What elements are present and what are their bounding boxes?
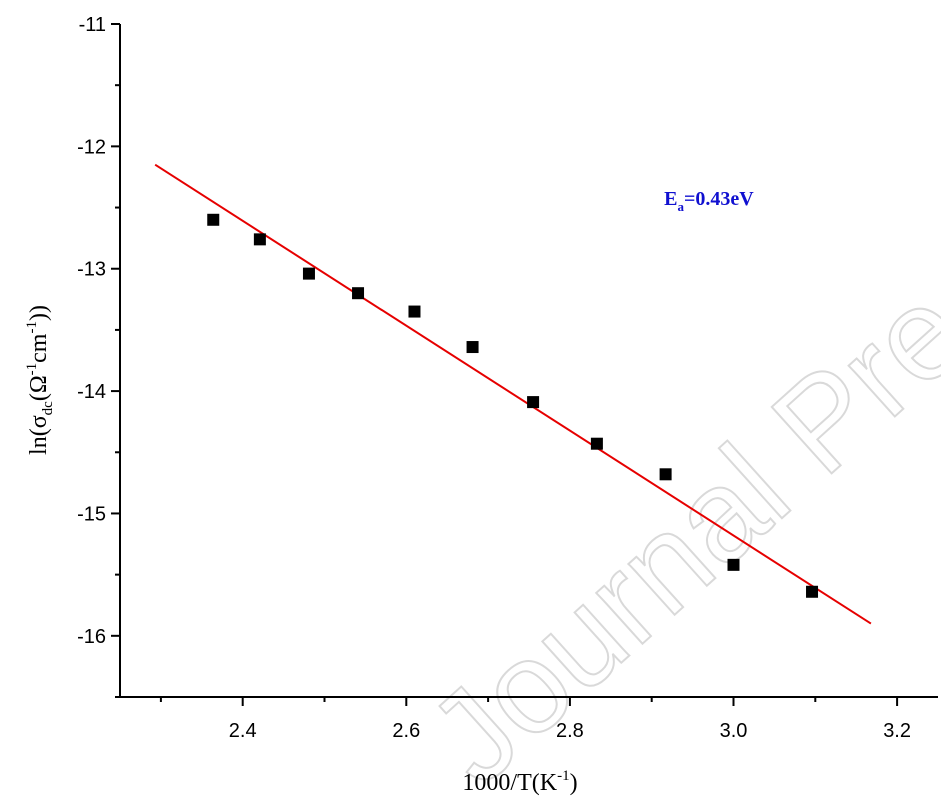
- x-axis-title: 1000/T(K-1): [462, 768, 577, 796]
- x-axis-title-main: 1000/T(K: [462, 770, 557, 796]
- x-axis-ticks: 2.4 2.6 2.8 3.0 3.2: [159, 697, 911, 742]
- x-tick-label: 3.2: [883, 720, 911, 742]
- data-point: [466, 341, 479, 354]
- data-point: [408, 305, 421, 318]
- y-axis-title-sub: dc: [40, 401, 56, 416]
- plot-frame: [119, 24, 938, 698]
- data-point: [659, 468, 672, 481]
- x-axis-title-end: ): [570, 770, 578, 796]
- y-axis-title-mid2: cm: [26, 333, 52, 363]
- annotation-rest: =0.43eV: [684, 188, 754, 210]
- data-point: [207, 213, 220, 226]
- data-point: [527, 396, 540, 409]
- x-tick-label: 2.4: [229, 720, 257, 742]
- x-tick-label: 3.0: [720, 720, 748, 742]
- annotation-main: E: [664, 188, 677, 210]
- y-tick-label: -13: [77, 259, 106, 281]
- y-axis-title: ln(σdc(Ω-1cm-1)): [24, 305, 56, 455]
- data-point: [590, 437, 603, 450]
- data-point: [727, 558, 740, 571]
- y-tick-label: -12: [77, 136, 106, 158]
- y-axis-title-suffix: )): [26, 305, 52, 321]
- annotation-sub: a: [678, 199, 685, 214]
- y-axis-title-mid1: (Ω: [26, 375, 52, 401]
- x-tick-label: 2.8: [556, 720, 584, 742]
- x-tick-label: 2.6: [392, 720, 420, 742]
- y-tick-label: -11: [79, 14, 106, 36]
- data-point: [253, 233, 266, 246]
- y-axis-ticks: -11 -12 -13 -14 -15 -16: [77, 14, 120, 698]
- fit-line-layer: [154, 163, 872, 625]
- activation-energy-annotation: Ea=0.43eV: [664, 188, 754, 214]
- watermark: Journal Pre-proof: [401, 30, 941, 807]
- x-axis-title-sup: -1: [557, 768, 570, 784]
- linear-fit-line: [154, 163, 872, 625]
- y-tick-label: -16: [77, 626, 106, 648]
- data-points-layer: [207, 213, 819, 598]
- data-point: [806, 585, 819, 598]
- data-point: [302, 267, 315, 280]
- y-axis-title-sup1: -1: [24, 363, 40, 376]
- y-axis-title-sup2: -1: [24, 321, 40, 334]
- y-axis-title-prefix: ln(σ: [26, 415, 52, 455]
- y-tick-label: -14: [77, 381, 106, 403]
- y-tick-label: -15: [77, 503, 106, 525]
- data-point: [352, 287, 365, 300]
